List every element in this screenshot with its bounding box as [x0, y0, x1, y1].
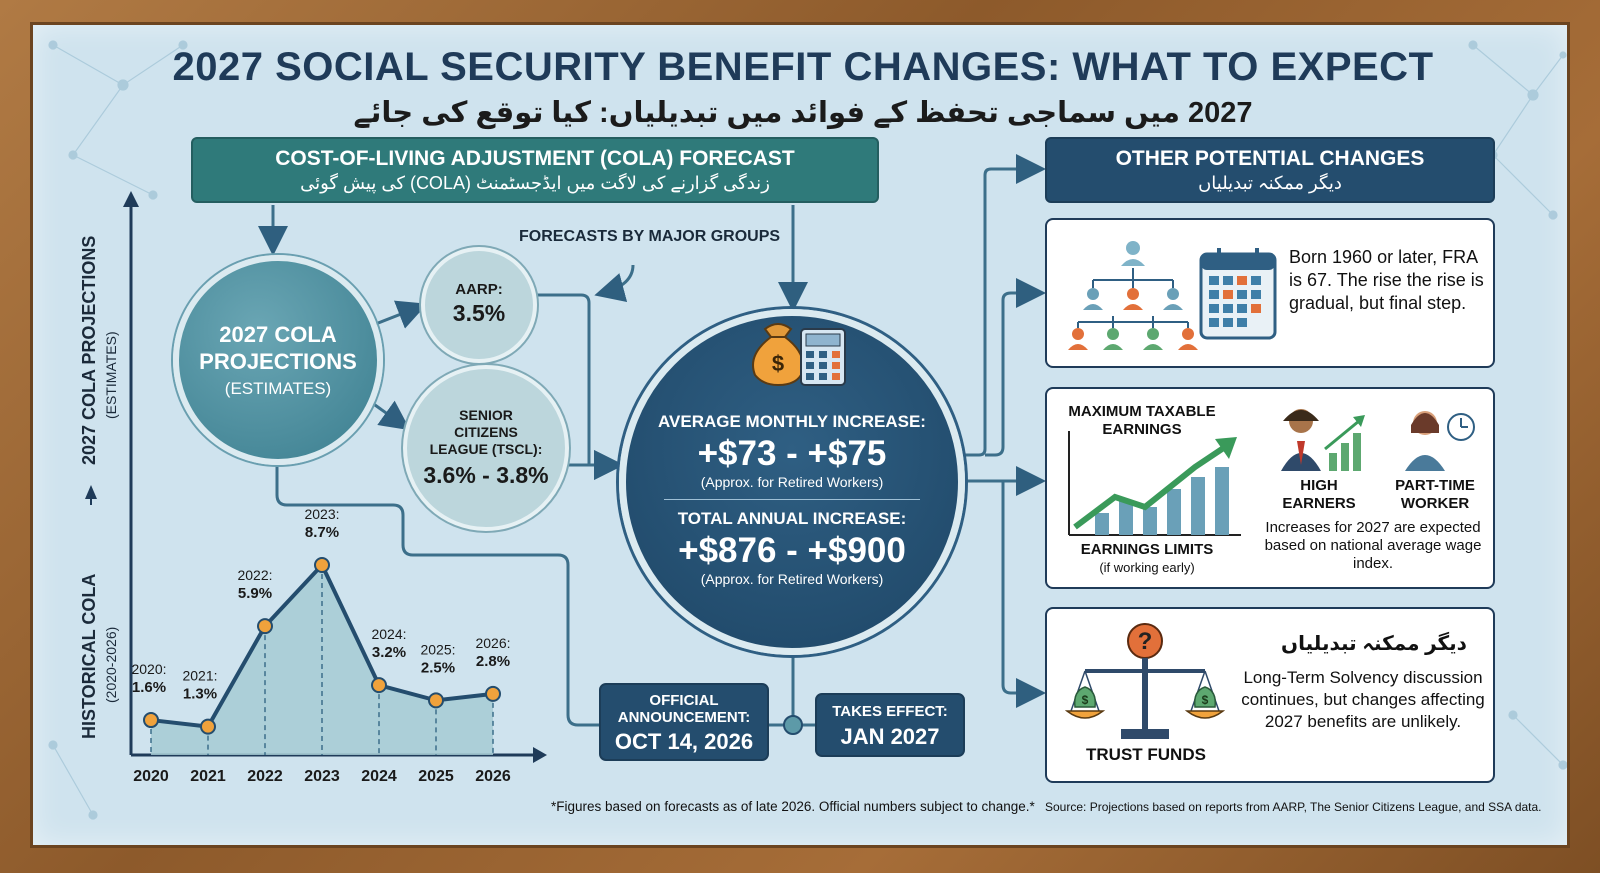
cola-header-title: COST-OF-LIVING ADJUSTMENT (COLA) FORECAS…: [275, 147, 795, 170]
money-bag-calculator-icon: $: [752, 323, 846, 387]
projections-subtitle: (ESTIMATES): [224, 379, 332, 398]
earnings-limits-sub: (if working early): [1099, 560, 1195, 575]
monthly-increase-note: (Approx. for Retired Workers): [700, 474, 884, 490]
benefit-increase-circle: AVERAGE MONTHLY INCREASE: +$73 - +$75 (A…: [619, 309, 965, 655]
svg-text:$: $: [1082, 693, 1089, 707]
data-point-2020: [143, 712, 159, 729]
data-point-2021: [200, 718, 216, 735]
x-tick-label-2021: 2021: [190, 768, 226, 785]
data-label-value-2026: 2.8%: [476, 653, 510, 670]
aarp-label: AARP:: [455, 281, 503, 298]
earnings-limits-label: EARNINGS LIMITS: [1080, 541, 1214, 558]
data-label-year-2021: 2021:: [182, 668, 217, 684]
announcement-date: OCT 14, 2026: [614, 729, 754, 754]
x-tick-label-2024: 2024: [361, 768, 397, 785]
forecasts-label: FORECASTS BY MAJOR GROUPS: [519, 228, 781, 245]
footer-source: Source: Projections based on reports fro…: [1045, 800, 1542, 814]
taxable-earnings-panel: MAXIMUM TAXABLE EARNINGS EARNINGS LIMITS…: [1045, 387, 1495, 589]
data-label-value-2020: 1.6%: [132, 679, 166, 696]
trust-funds-label: TRUST FUNDS: [1086, 745, 1206, 764]
data-point-2025: [428, 692, 444, 709]
page-subtitle-urdu: 2027 میں سماجی تحفظ کے فوائد میں تبدیلیا…: [353, 97, 1253, 129]
calendar-icon: [1199, 248, 1277, 340]
part-time-label: PART-TIME WORKER: [1395, 477, 1475, 512]
data-label-year-2024: 2024:: [371, 626, 406, 642]
other-changes-header: OTHER POTENTIAL CHANGES دیگر ممکنہ تبدیل…: [1045, 137, 1495, 203]
other-changes-urdu: دیگر ممکنہ تبدیلیاں: [1281, 633, 1467, 655]
aarp-value: 3.5%: [452, 300, 506, 326]
fra-panel: Born 1960 or later, FRA is 67. The rise …: [1045, 218, 1495, 368]
cola-header-urdu: زندگی گزارنے کی لاگت میں ایڈجسٹمنٹ (COLA…: [300, 173, 770, 193]
x-tick-label-2023: 2023: [304, 768, 340, 785]
data-point-2023: [314, 557, 330, 573]
high-earner-icon: [1281, 409, 1365, 471]
cola-forecast-header: COST-OF-LIVING ADJUSTMENT (COLA) FORECAS…: [191, 137, 879, 203]
data-label-year-2026: 2026:: [475, 635, 510, 651]
data-point-2022: [257, 618, 273, 635]
data-label-value-2023: 8.7%: [305, 524, 339, 541]
aarp-forecast-circle: AARP: 3.5%: [421, 247, 537, 363]
data-label-year-2025: 2025:: [420, 641, 455, 657]
max-taxable-label: MAXIMUM TAXABLE EARNINGS: [1068, 403, 1216, 438]
cola-projections-circle: 2027 COLA PROJECTIONS (ESTIMATES): [173, 255, 383, 465]
x-axis-arrow: [533, 747, 547, 763]
solvency-text: Long-Term Solvency discussion continues,…: [1241, 668, 1485, 731]
annual-increase-note: (Approx. for Retired Workers): [700, 571, 884, 587]
data-point-2024: [371, 677, 387, 694]
official-announcement-box: OFFICIAL ANNOUNCEMENT: OCT 14, 2026: [599, 683, 769, 761]
org-chart-icon: [1068, 241, 1198, 350]
announcement-label: OFFICIAL ANNOUNCEMENT:: [617, 692, 751, 726]
svg-text:?: ?: [1138, 628, 1153, 655]
scale-question-icon: ? $ $: [1065, 623, 1225, 739]
infographic-board: 2027 SOCIAL SECURITY BENEFIT CHANGES: WH…: [30, 22, 1570, 848]
trust-funds-panel: ? $ $ دیگر ممکنہ تبدیلیاں Long-Term Solv…: [1045, 607, 1495, 783]
other-header-title: OTHER POTENTIAL CHANGES: [1115, 147, 1425, 170]
data-label-value-2025: 2.5%: [421, 659, 455, 676]
historical-cola-chart: 2020: 1.6% 2020 2021: 1.3% 2021 2022: 5.9% 2022 2…: [85, 191, 547, 785]
effect-date: JAN 2027: [840, 724, 940, 749]
svg-text:$: $: [772, 351, 784, 376]
annual-increase-label: TOTAL ANNUAL INCREASE:: [677, 509, 907, 528]
network-background-decoration: [48, 40, 1567, 820]
tscl-forecast-circle: SENIOR CITIZENS LEAGUE (TSCL): 3.6% - 3.…: [403, 365, 569, 531]
other-header-urdu: دیگر ممکنہ تبدیلیاں: [1198, 173, 1342, 193]
takes-effect-box: TAKES EFFECT: JAN 2027: [815, 693, 965, 757]
divider: [664, 499, 920, 500]
data-label-value-2024: 3.2%: [372, 644, 406, 661]
page-title: 2027 SOCIAL SECURITY BENEFIT CHANGES: WH…: [172, 45, 1434, 89]
effect-label: TAKES EFFECT:: [832, 703, 948, 720]
part-time-worker-icon: [1405, 411, 1475, 471]
fra-text: Born 1960 or later, FRA is 67. The rise …: [1289, 247, 1484, 313]
data-label-value-2021: 1.3%: [183, 686, 217, 703]
tscl-label: SENIOR CITIZENS LEAGUE (TSCL):: [429, 407, 543, 457]
high-earners-label: HIGH EARNERS: [1282, 477, 1356, 512]
data-label-year-2020: 2020:: [131, 661, 166, 677]
data-point-2026: [485, 685, 501, 702]
data-label-year-2023: 2023:: [304, 506, 339, 522]
data-label-value-2022: 5.9%: [238, 585, 272, 602]
vlabel-arrow-head: [85, 485, 97, 499]
svg-text:$: $: [1202, 693, 1209, 707]
x-tick-label-2026: 2026: [475, 768, 511, 785]
footer-note: *Figures based on forecasts as of late 2…: [551, 799, 1035, 814]
annual-increase-value: +$876 - +$900: [678, 531, 906, 570]
x-tick-label-2022: 2022: [247, 768, 283, 785]
connector-lines: [258, 154, 1046, 735]
increases-text: Increases for 2027 are expected based on…: [1264, 519, 1482, 572]
projections-title: 2027 COLA PROJECTIONS: [199, 322, 357, 374]
x-tick-label-2020: 2020: [133, 768, 169, 785]
y-axis-arrow: [123, 191, 139, 207]
growth-chart-icon: [1068, 431, 1241, 536]
monthly-increase-label: AVERAGE MONTHLY INCREASE:: [658, 412, 926, 431]
x-tick-label-2025: 2025: [418, 768, 454, 785]
tscl-value: 3.6% - 3.8%: [423, 462, 549, 488]
data-label-year-2022: 2022:: [237, 567, 272, 583]
monthly-increase-value: +$73 - +$75: [697, 434, 887, 473]
